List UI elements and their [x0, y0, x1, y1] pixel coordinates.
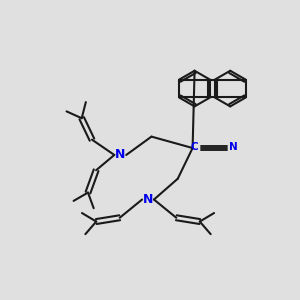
Text: N: N	[229, 142, 238, 152]
Text: C: C	[191, 142, 199, 152]
Text: N: N	[115, 148, 125, 161]
Text: N: N	[143, 193, 153, 206]
